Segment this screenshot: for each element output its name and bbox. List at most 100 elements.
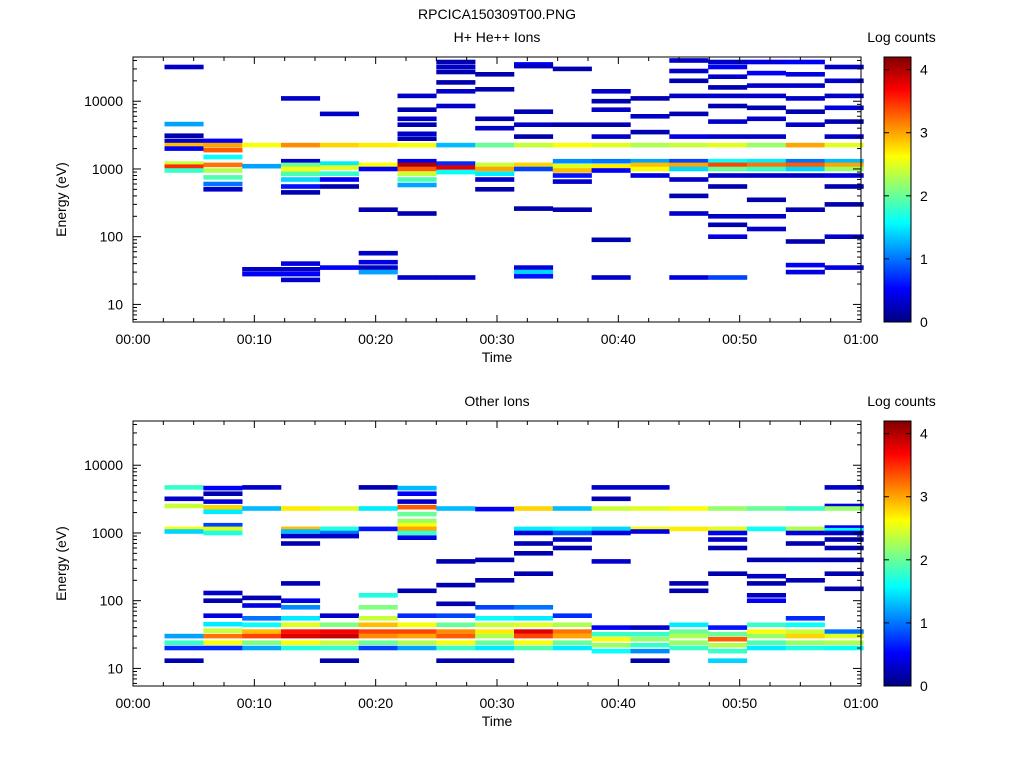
heatmap-cell (358, 645, 398, 651)
heatmap-cell (746, 142, 786, 148)
heatmap-cell (281, 142, 321, 148)
heatmap-cell (242, 633, 282, 639)
heatmap-cell (358, 259, 398, 265)
heatmap-cell (669, 640, 709, 645)
heatmap-cell (708, 214, 748, 219)
heatmap-cell (475, 578, 515, 583)
heatmap-cell (397, 171, 437, 176)
heatmap-cell (669, 588, 709, 594)
x-tick-label: 00:30 (479, 331, 514, 347)
heatmap-cell (475, 142, 515, 148)
heatmap-cell (824, 162, 864, 168)
heatmap-cell (746, 622, 786, 628)
heatmap-cell (436, 169, 476, 175)
x-tick-label: 00:50 (722, 695, 757, 711)
heatmap-cell (397, 504, 437, 510)
heatmap-cell (785, 59, 825, 65)
x-axis-label: Time (482, 349, 513, 365)
heatmap-cell (591, 625, 631, 630)
x-tick-label: 00:10 (237, 331, 272, 347)
heatmap-cell (669, 629, 709, 634)
heatmap-cell (785, 640, 825, 645)
heatmap-cell (746, 70, 786, 76)
heatmap-cell (436, 142, 476, 148)
heatmap-cell (669, 193, 709, 199)
x-tick-label: 00:10 (237, 695, 272, 711)
panel-other-ions: Other Ions 00:00 00:10 00:20 00:30 00:40 00:5… (53, 393, 936, 729)
heatmap-cell (358, 622, 398, 628)
heatmap-cell (514, 629, 554, 634)
heatmap-cell (552, 537, 592, 542)
heatmap-cell (203, 628, 243, 633)
heatmap-cell (552, 622, 592, 628)
heatmap-cell (785, 557, 825, 563)
heatmap-cell (358, 265, 398, 270)
heatmap-cell (164, 529, 204, 534)
heatmap-cell (319, 111, 359, 117)
heatmap-cell (630, 529, 670, 534)
x-tick-label: 00:00 (115, 331, 150, 347)
heatmap-cell (436, 622, 476, 628)
heatmap-cell (358, 207, 398, 212)
heatmap-cell (475, 640, 515, 645)
heatmap-cell (203, 154, 243, 160)
heatmap-cell (203, 138, 243, 144)
heatmap-cell (514, 206, 554, 211)
heatmap-cell (358, 526, 398, 532)
heatmap-cell (164, 133, 204, 138)
heatmap-cell (746, 166, 786, 172)
heatmap-cell (824, 485, 864, 490)
heatmap-cell (436, 506, 476, 511)
heatmap-cell (203, 187, 243, 192)
heatmap-cell (785, 645, 825, 651)
heatmap-cell (281, 267, 321, 272)
heatmap-cell (514, 109, 554, 114)
heatmap-cell (358, 616, 398, 621)
heatmap-cell (397, 645, 437, 651)
heatmap-cell (552, 613, 592, 618)
heatmap-cell (436, 613, 476, 618)
heatmap-cell (824, 202, 864, 207)
heatmap-cell (397, 491, 437, 496)
heatmap-cell (630, 485, 670, 490)
heatmap-cell (319, 526, 359, 532)
x-tick-label: 00:20 (358, 695, 393, 711)
heatmap-cell (203, 633, 243, 639)
heatmap-cell (319, 165, 359, 170)
heatmap-cell (164, 168, 204, 173)
heatmap-cell (281, 162, 321, 168)
heatmap-cell (591, 237, 631, 243)
heatmap-cell (397, 182, 437, 188)
heatmap-cell (164, 64, 204, 70)
heatmap-cell (746, 197, 786, 203)
colorbar-tick-label: 1 (920, 615, 928, 631)
heatmap-cell (203, 509, 243, 515)
heatmap-cell (824, 173, 864, 178)
heatmap-cell (242, 506, 282, 511)
heatmap-cell (436, 59, 476, 65)
heatmap-cell (708, 530, 748, 536)
heatmap-cell (475, 116, 515, 122)
heatmap-cell (708, 119, 748, 124)
heatmap-cell (514, 605, 554, 610)
heatmap-cell (630, 631, 670, 637)
y-tick-label: 1000 (92, 525, 123, 541)
heatmap-cell (746, 162, 786, 168)
heatmap-cell (319, 633, 359, 639)
heatmap-cell (281, 526, 321, 532)
heatmap-cell (358, 269, 398, 275)
heatmap-cell (785, 262, 825, 268)
heatmap-cell (514, 274, 554, 279)
heatmap-cell (591, 485, 631, 490)
heatmap-cell (281, 271, 321, 277)
heatmap-cell (746, 226, 786, 232)
colorbar-tick-label: 3 (920, 125, 928, 141)
heatmap-cell (746, 105, 786, 111)
heatmap-cell (164, 645, 204, 651)
heatmap-cell (358, 593, 398, 598)
heatmap-cell (824, 105, 864, 111)
panel-h-he-ions: H+ He++ Ions 00:00 00:10 00:20 00:30 00:40 00… (53, 29, 936, 365)
heatmap-cell (669, 177, 709, 182)
heatmap-cell (552, 142, 592, 148)
